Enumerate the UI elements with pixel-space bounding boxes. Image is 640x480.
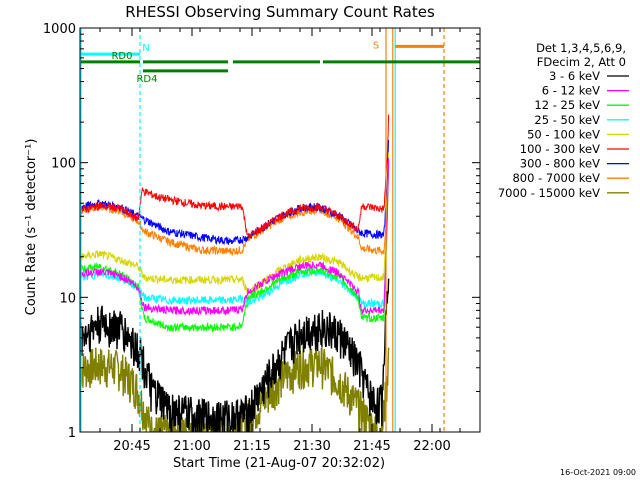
y-tick-label: 100 — [51, 157, 76, 172]
legend-entry-label: 6 - 12 keV — [542, 84, 600, 98]
x-tick-label: 22:00 — [413, 439, 450, 454]
y-tick-label: 1000 — [43, 22, 76, 37]
series-line-25-50-kev — [80, 157, 390, 309]
chart-title: RHESSI Observing Summary Count Rates — [125, 3, 435, 21]
series-line-300-800-kev — [80, 139, 390, 246]
y-axis-label: Count Rate (s⁻¹ detector⁻¹) — [24, 139, 39, 316]
overlay-layer: RD0 RD4 N S — [80, 28, 480, 432]
series-line-3-6-kev — [80, 278, 390, 432]
legend-entry-label: 7000 - 15000 keV — [498, 186, 600, 200]
x-tick-label: 21:15 — [233, 439, 270, 454]
x-axis-label: Start Time (21-Aug-07 20:32:02) — [173, 456, 385, 471]
legend-entry-label: 12 - 25 keV — [534, 98, 600, 112]
legend-entry-label: 800 - 7000 keV — [512, 171, 600, 185]
flag-label-rd0: RD0 — [111, 51, 132, 62]
legend-entry-label: 100 - 300 keV — [520, 142, 600, 156]
y-tick-label: 1 — [68, 426, 76, 441]
flag-label-s: S — [373, 40, 379, 51]
flag-label-n: N — [142, 43, 149, 54]
footer-date: 16-Oct-2021 09:00 — [560, 468, 636, 477]
series-line-100-300-kev — [80, 114, 390, 239]
series-line-6-12-kev — [80, 158, 390, 317]
x-tick-label: 21:30 — [293, 439, 330, 454]
x-tick-label: 21:45 — [353, 439, 390, 454]
series-layer — [80, 114, 390, 432]
legend-entry-label: 25 - 50 keV — [534, 113, 600, 127]
y-tick-label: 10 — [59, 291, 76, 306]
x-tick-label: 21:00 — [173, 439, 210, 454]
legend-entry-label: 50 - 100 keV — [527, 127, 600, 141]
legend: Det 1,3,4,5,6,9,FDecim 2, Att 03 - 6 keV… — [498, 41, 629, 200]
series-line-50-100-kev — [80, 152, 390, 295]
legend-entry-label: 300 - 800 keV — [520, 157, 600, 171]
axis-layer: 20:45 21:00 21:15 21:30 21:45 22:00 1 10 100 1000 — [43, 22, 481, 454]
legend-entry-label: 3 - 6 keV — [549, 69, 600, 83]
flag-label-rd4: RD4 — [136, 74, 157, 85]
legend-header-line: Det 1,3,4,5,6,9, — [536, 41, 626, 55]
x-tick-label: 20:45 — [113, 439, 150, 454]
legend-header-line: FDecim 2, Att 0 — [537, 55, 626, 69]
